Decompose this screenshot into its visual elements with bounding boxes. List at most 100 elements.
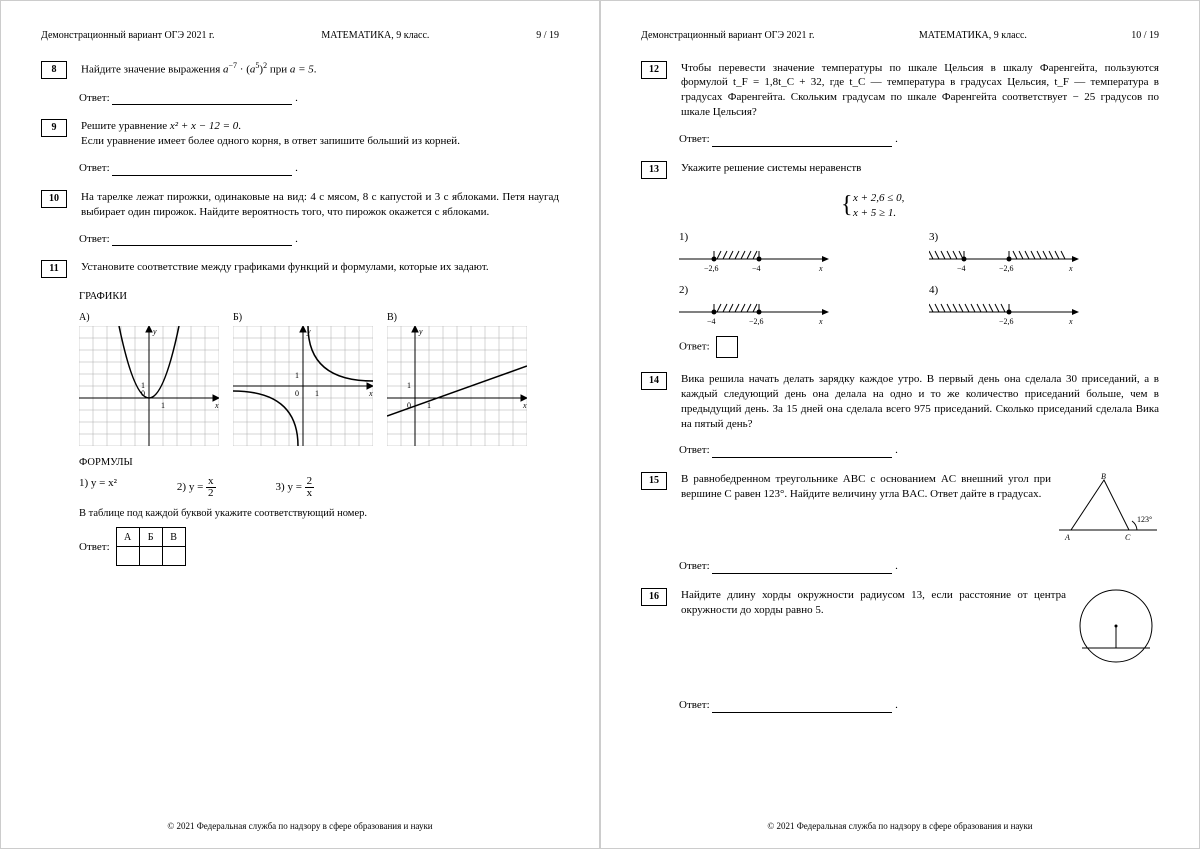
svg-text:123°: 123°: [1137, 515, 1152, 524]
svg-text:−4: −4: [752, 264, 761, 273]
hdr-title: Демонстрационный вариант ОГЭ 2021 г.: [641, 29, 815, 43]
task-text: Решите уравнение x² + x − 12 = 0. Если у…: [81, 119, 559, 149]
task-number: 9: [41, 119, 67, 137]
svg-text:y: y: [152, 327, 157, 336]
circle-figure: [1074, 588, 1159, 668]
svg-text:1: 1: [427, 401, 431, 410]
task-number: 16: [641, 588, 667, 606]
answer-10: Ответ: .: [79, 232, 559, 247]
header: Демонстрационный вариант ОГЭ 2021 г. МАТ…: [41, 29, 559, 43]
hdr-subject: МАТЕМАТИКА, 9 класс.: [321, 29, 429, 43]
task-number: 13: [641, 161, 667, 179]
answer-line[interactable]: [112, 235, 292, 246]
answer-line[interactable]: [712, 136, 892, 147]
option-1: 1) −2,6−4x: [679, 230, 829, 273]
answer-line[interactable]: [112, 94, 292, 105]
hdr-page: 9 / 19: [536, 29, 559, 43]
formula-3: 3) y = 2x: [276, 476, 315, 499]
task-text: B A C 123° В равнобедренном треугольнике…: [681, 472, 1159, 547]
svg-text:−2,6: −2,6: [749, 317, 764, 326]
svg-text:1: 1: [161, 401, 165, 410]
task-13: 13 Укажите решение системы неравенств: [641, 161, 1159, 179]
answer-13: Ответ:: [679, 336, 1159, 358]
answer-9: Ответ: .: [79, 161, 559, 176]
hdr-subject: МАТЕМАТИКА, 9 класс.: [919, 29, 1027, 43]
svg-text:−4: −4: [957, 264, 966, 273]
numline-2-icon: −4 −2,6 x: [679, 298, 829, 326]
svg-text:−4: −4: [707, 317, 716, 326]
option-2: 2) −4−2,6x: [679, 283, 829, 326]
page-9: Демонстрационный вариант ОГЭ 2021 г. МАТ…: [0, 0, 600, 849]
answer-box[interactable]: [716, 336, 738, 358]
task-number: 15: [641, 472, 667, 490]
answer-line[interactable]: [712, 447, 892, 458]
svg-text:1: 1: [295, 371, 299, 380]
numline-3-icon: −4 −2,6 x: [929, 245, 1079, 273]
task-number: 14: [641, 372, 667, 390]
hdr-page: 10 / 19: [1131, 29, 1159, 43]
formulas-row: 1) y = x² 2) y = x2 3) y = 2x: [79, 476, 559, 499]
task-number: 12: [641, 61, 667, 79]
svg-text:x: x: [818, 264, 823, 273]
answer-16: Ответ: .: [679, 698, 1159, 713]
task-10: 10 На тарелке лежат пирожки, одинаковые …: [41, 190, 559, 220]
answer-table[interactable]: АБВ: [116, 527, 186, 566]
formula-2: 2) y = x2: [177, 476, 216, 499]
task-number: 8: [41, 61, 67, 79]
graphs-heading: ГРАФИКИ: [79, 290, 559, 304]
number-line-options: 1) −2,6−4x 3) −4−2,6x 2) −4−2,6x 4) −2,6…: [679, 230, 1159, 326]
task-number: 10: [41, 190, 67, 208]
chart-b: Б) 011xy: [233, 311, 373, 447]
system-brace: { x + 2,6 ≤ 0, x + 5 ≥ 1.: [841, 191, 1159, 221]
task-9: 9 Решите уравнение x² + x − 12 = 0. Если…: [41, 119, 559, 149]
task-12: 12 Чтобы перевести значение температуры …: [641, 61, 1159, 120]
svg-text:0: 0: [295, 389, 299, 398]
task-text: Вика решила начать делать зарядку каждое…: [681, 372, 1159, 431]
task-8: 8 Найдите значение выражения a−7 · (a5)2…: [41, 61, 559, 79]
svg-text:x: x: [368, 389, 373, 398]
task-14: 14 Вика решила начать делать зарядку каж…: [641, 372, 1159, 431]
task-text: Чтобы перевести значение температуры по …: [681, 61, 1159, 120]
numline-1-icon: −2,6 −4 x: [679, 245, 829, 273]
answer-15: Ответ: .: [679, 559, 1159, 574]
charts-row: А) 011xy Б) 011xy В) 011xy: [79, 311, 559, 447]
option-3: 3) −4−2,6x: [929, 230, 1079, 273]
line-chart: 0 1 1 x y: [387, 326, 527, 446]
svg-text:−2,6: −2,6: [704, 264, 719, 273]
answer-14: Ответ: .: [679, 443, 1159, 458]
footer: © 2021 Федеральная служба по надзору в с…: [1, 820, 599, 832]
formula-1: 1) y = x²: [79, 476, 117, 499]
header: Демонстрационный вариант ОГЭ 2021 г. МАТ…: [641, 29, 1159, 43]
svg-text:y: y: [306, 327, 311, 336]
task-number: 11: [41, 260, 67, 278]
svg-text:−2,6: −2,6: [999, 264, 1014, 273]
answer-line[interactable]: [712, 563, 892, 574]
task-15: 15 B A C 123° В равнобедренном треугольн…: [641, 472, 1159, 547]
task-16: 16 Найдите длину хорды окружности радиус…: [641, 588, 1159, 668]
task-text: На тарелке лежат пирожки, одинаковые на …: [81, 190, 559, 220]
svg-text:1: 1: [407, 381, 411, 390]
svg-text:0: 0: [407, 401, 411, 410]
task-11: 11 Установите соответствие между графика…: [41, 260, 559, 278]
svg-text:x: x: [818, 317, 823, 326]
svg-text:x: x: [522, 401, 527, 410]
svg-text:−2,6: −2,6: [999, 317, 1014, 326]
svg-text:y: y: [418, 327, 423, 336]
answer-12: Ответ: .: [679, 132, 1159, 147]
answer-line[interactable]: [112, 165, 292, 176]
chart-a: А) 011xy: [79, 311, 219, 447]
chart-v: В) 011xy: [387, 311, 527, 447]
svg-text:x: x: [1068, 264, 1073, 273]
svg-text:A: A: [1064, 533, 1070, 542]
svg-text:C: C: [1125, 533, 1131, 542]
svg-text:1: 1: [315, 389, 319, 398]
task-text: Установите соответствие между графиками …: [81, 260, 559, 278]
svg-text:B: B: [1101, 472, 1106, 481]
task-text: Укажите решение системы неравенств: [681, 161, 1159, 179]
answer-line[interactable]: [712, 702, 892, 713]
task-text: Найдите длину хорды окружности радиусом …: [681, 588, 1159, 668]
svg-text:x: x: [1068, 317, 1073, 326]
option-4: 4) −2,6x: [929, 283, 1079, 326]
formulas-heading: ФОРМУЛЫ: [79, 456, 559, 470]
footer: © 2021 Федеральная служба по надзору в с…: [601, 820, 1199, 832]
